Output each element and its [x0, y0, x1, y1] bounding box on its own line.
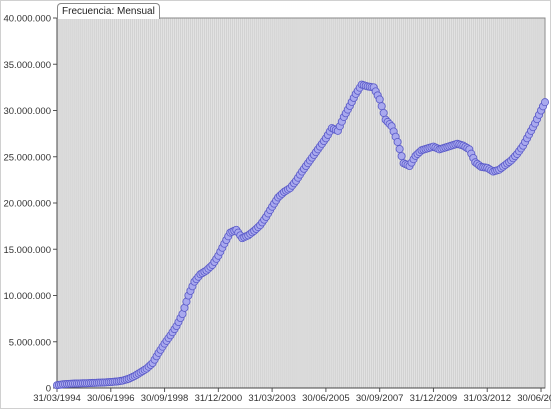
plot-background — [57, 18, 545, 388]
frequency-tab[interactable]: Frecuencia: Mensual — [57, 3, 160, 19]
x-tick-label: 30/09/1998 — [141, 393, 189, 404]
grid-lines — [56, 18, 546, 388]
x-tick-label: 30/06/2005 — [302, 393, 350, 404]
y-tick-label: 25.000.000 — [3, 152, 51, 163]
y-tick-label: 30.000.000 — [3, 106, 51, 117]
data-point — [379, 108, 388, 117]
x-tick-label: 31/03/2012 — [463, 393, 511, 404]
x-tick-label: 31/03/2003 — [248, 393, 296, 404]
y-tick-label: 10.000.000 — [3, 291, 51, 302]
y-tick-label: 40.000.000 — [3, 14, 51, 25]
y-tick-label: 5.000.000 — [9, 337, 51, 348]
data-point — [375, 95, 384, 104]
data-series — [53, 80, 550, 390]
x-tick-label: 30/06/2014 — [517, 393, 551, 404]
y-tick-label: 35.000.000 — [3, 60, 51, 71]
axes: 0 5.000.000 10.000.000 15.000.000 20.000.000… — [3, 14, 551, 405]
x-tick-label: 31/12/2000 — [195, 393, 243, 404]
plot-area — [57, 18, 545, 388]
x-tick-label: 31/12/2009 — [410, 393, 458, 404]
x-tick-label: 30/06/1996 — [87, 393, 135, 404]
data-point — [397, 152, 406, 161]
data-point — [393, 137, 402, 146]
y-tick-label: 0 — [46, 384, 51, 395]
y-tick-label: 15.000.000 — [3, 245, 51, 256]
y-tick-label: 20.000.000 — [3, 199, 51, 210]
data-point — [377, 102, 386, 111]
x-tick-label: 30/09/2007 — [356, 393, 404, 404]
x-tick-label: 31/03/1994 — [33, 393, 81, 404]
data-point — [541, 98, 550, 107]
data-point — [395, 145, 404, 154]
